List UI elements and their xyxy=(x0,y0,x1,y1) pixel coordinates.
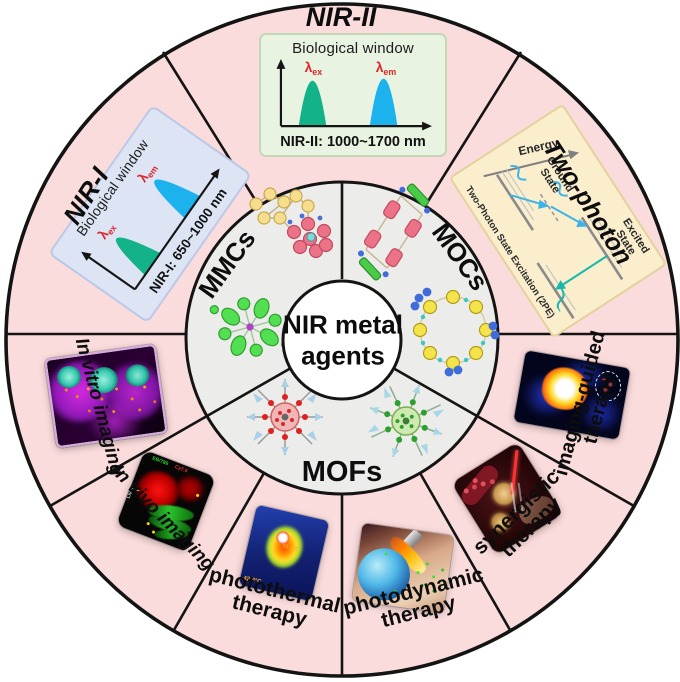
right-arrow-icon xyxy=(210,168,220,179)
up-arrow-icon xyxy=(276,58,286,69)
probe-tag-red: Cy7.5 xyxy=(173,464,189,475)
lambda-em-label: λem xyxy=(376,59,397,77)
emission-peak xyxy=(153,179,200,219)
state-lines xyxy=(495,174,624,319)
nir2-range-label: NIR-II: 1000~1700 nm xyxy=(280,134,426,150)
mof-molecule-red-icon xyxy=(247,379,323,455)
lambda-ex-label: λex xyxy=(95,219,119,243)
energy-arrow-icon xyxy=(568,150,580,160)
virtual-state-line xyxy=(539,193,559,222)
emission-peak xyxy=(369,78,398,127)
moc-molecule-ring-icon xyxy=(410,287,500,377)
inner-section-dividers xyxy=(206,182,478,418)
moc-molecule-cage-icon xyxy=(357,183,431,281)
nir2-spectrum-chart: λex λem xyxy=(276,58,432,131)
center-title: NIR metal agents xyxy=(283,309,403,370)
lambda-ex-label: λex xyxy=(305,59,323,77)
center-circle xyxy=(281,279,403,401)
excitation-peak xyxy=(298,80,327,127)
ring-label-mofs: MOFs xyxy=(301,456,383,489)
mmc-molecule-porphyrin-icon xyxy=(209,297,291,357)
nir1-biological-window-box: Biological window λex λem NIR-I: 650~100… xyxy=(47,104,253,324)
right-arrow-icon xyxy=(422,121,432,131)
nir1-spectrum-chart: λex λem xyxy=(80,163,220,290)
up-arrow-icon xyxy=(80,251,92,261)
two-photon-box: Energy Excited State Ground State Two-Ph… xyxy=(448,103,668,339)
section-label-nir2: NIR-II xyxy=(305,2,377,33)
mmc-molecule-aromatic-icon xyxy=(249,187,334,259)
excitation-peak xyxy=(115,237,160,275)
jablonski-diagram xyxy=(483,150,624,319)
nir2-box-title: Biological window xyxy=(292,40,414,57)
mof-molecule-green-icon xyxy=(367,385,445,457)
emission-arrow xyxy=(556,255,608,313)
nir2-biological-window-box: Biological window λex λem NIR-II: 1000~1… xyxy=(259,33,447,157)
